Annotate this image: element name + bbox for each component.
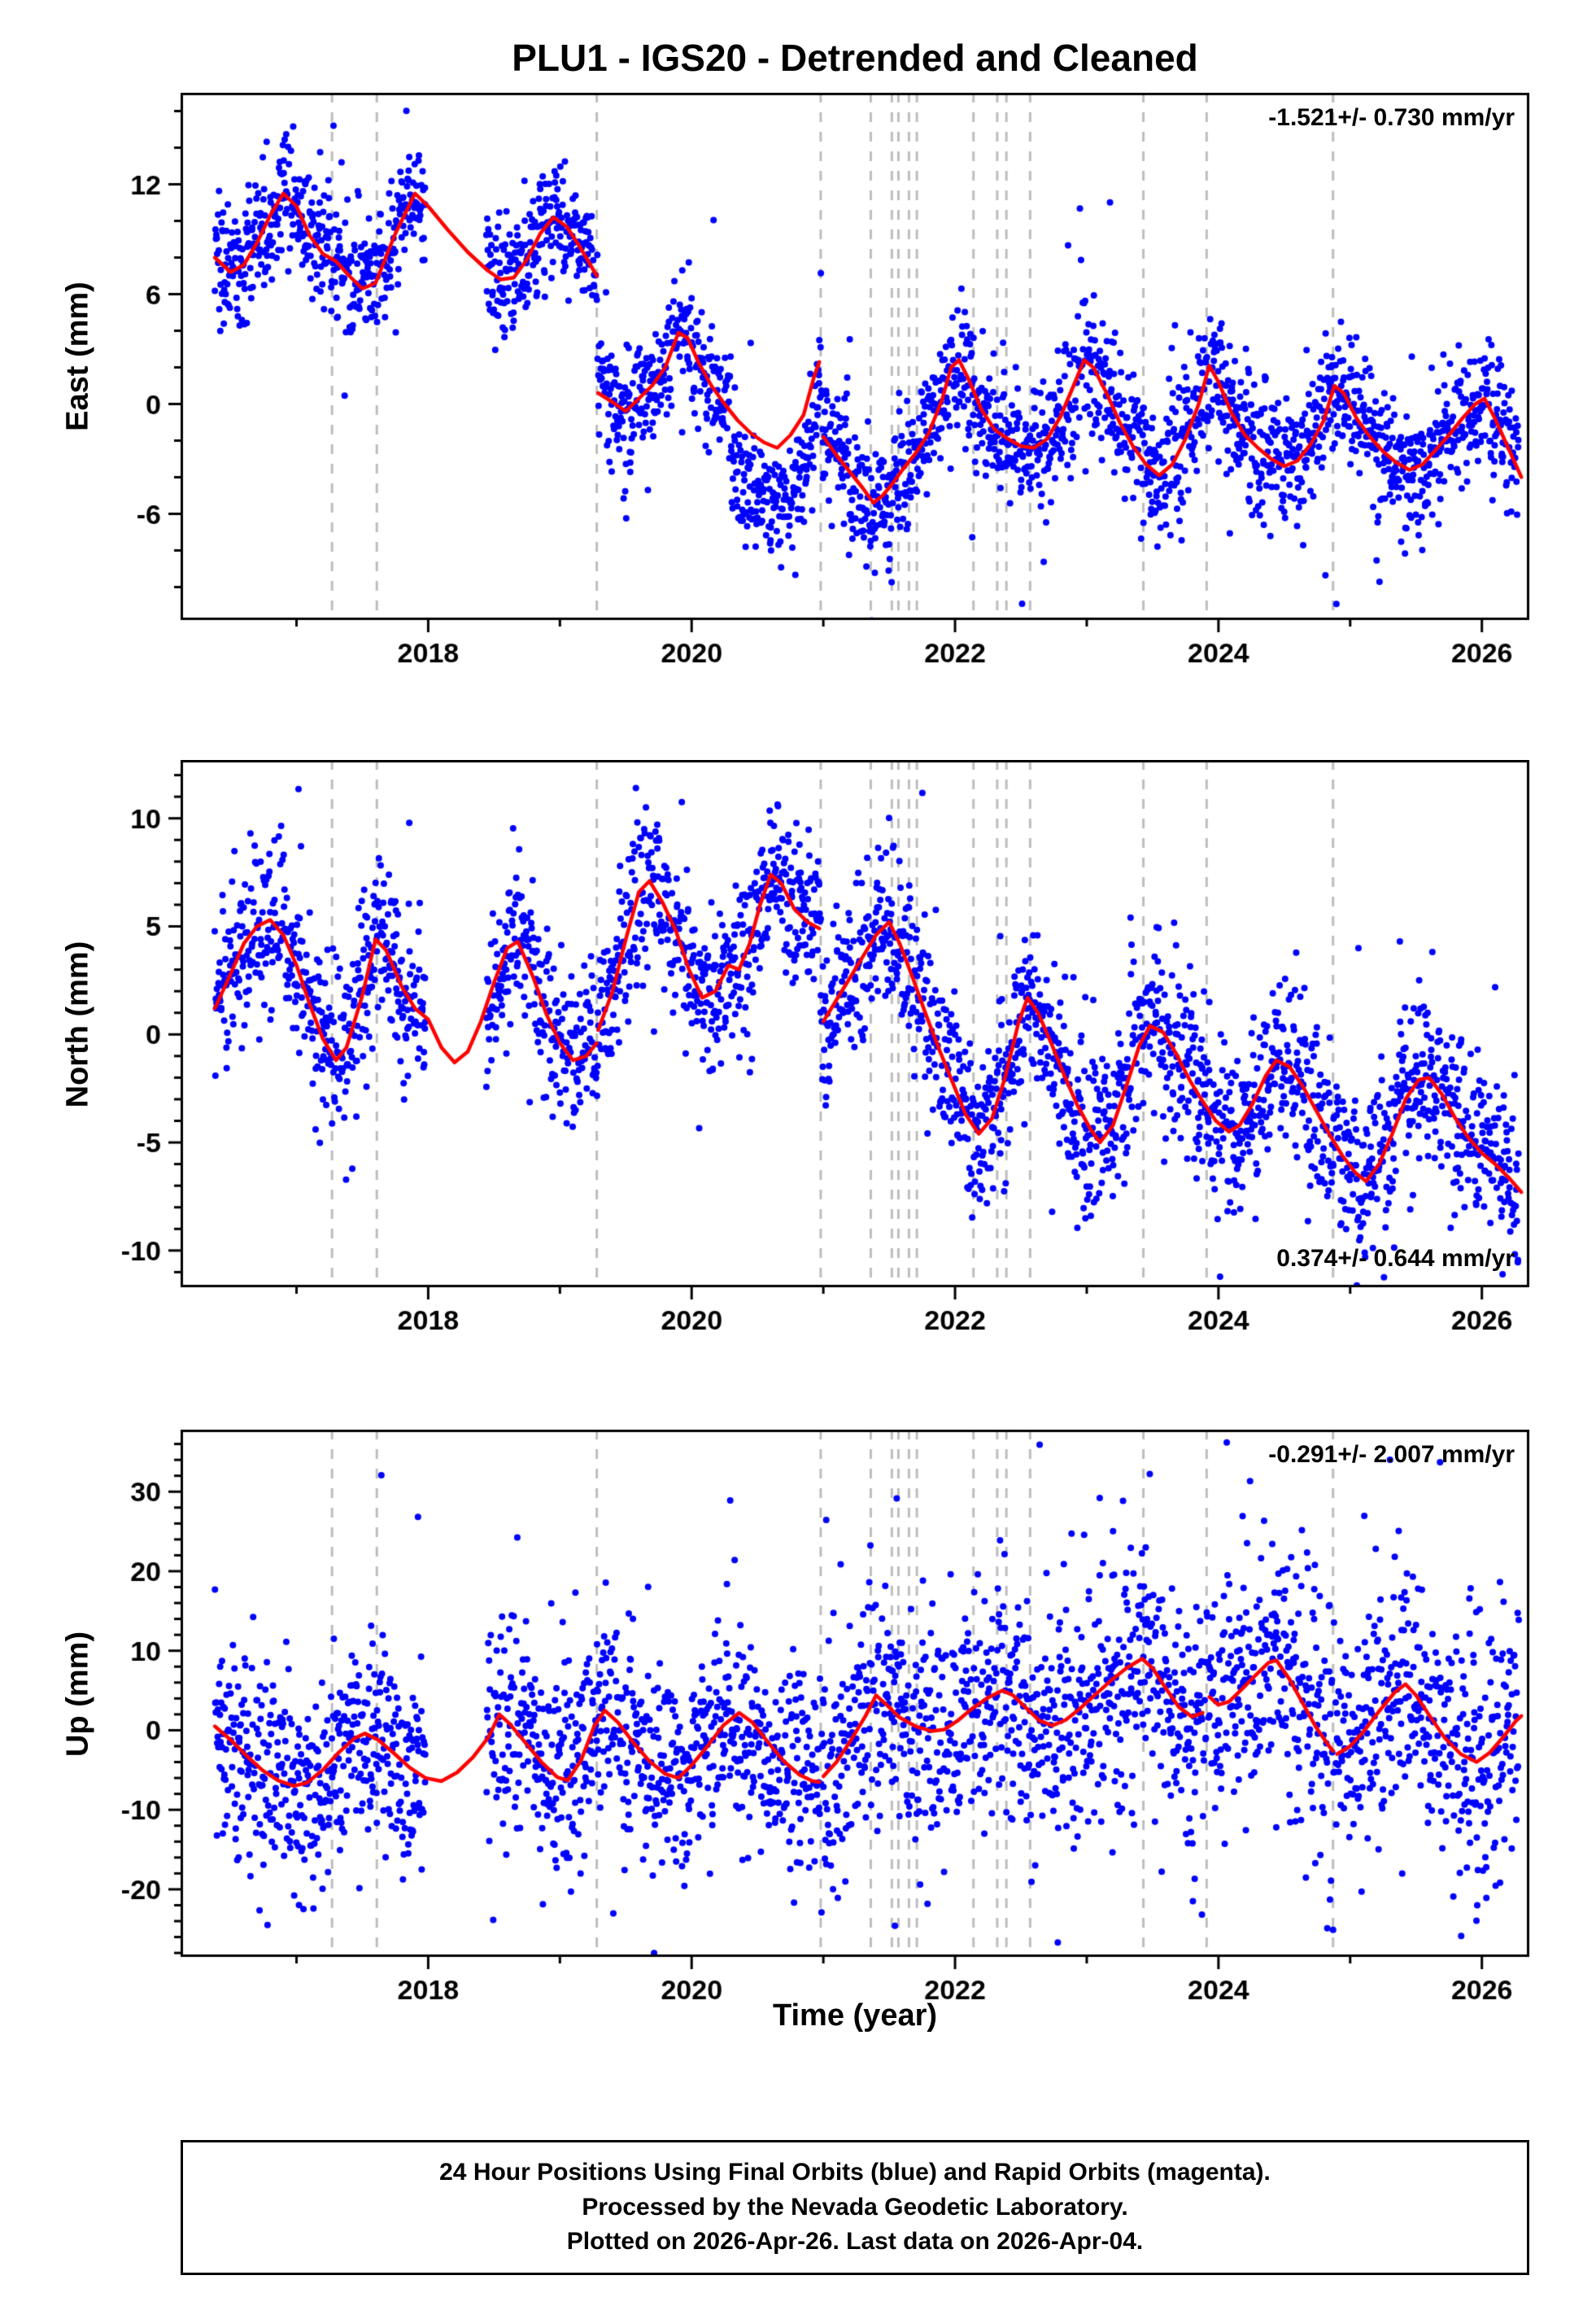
footer-line-1: 24 Hour Positions Using Final Orbits (bl… bbox=[439, 2159, 1271, 2186]
east-panel-canvas bbox=[0, 93, 1596, 672]
up-panel-canvas bbox=[0, 1430, 1596, 2009]
east-axis-label: East (mm) bbox=[60, 282, 95, 431]
page-title: PLU1 - IGS20 - Detrended and Cleaned bbox=[512, 37, 1198, 79]
x-axis-label: Time (year) bbox=[772, 1998, 938, 2033]
footer-line-2: Processed by the Nevada Geodetic Laborat… bbox=[582, 2193, 1128, 2221]
footer-line-3: Plotted on 2026-Apr-26. Last data on 202… bbox=[566, 2228, 1144, 2256]
north-axis-label: North (mm) bbox=[60, 941, 95, 1108]
north-rate-annotation: 0.374+/- 0.644 mm/yr bbox=[1276, 1245, 1515, 1272]
up-axis-label: Up (mm) bbox=[60, 1631, 95, 1758]
up-rate-annotation: -0.291+/- 2.007 mm/yr bbox=[1268, 1441, 1515, 1468]
footer-caption-box: 24 Hour Positions Using Final Orbits (bl… bbox=[181, 2140, 1529, 2275]
north-panel-canvas bbox=[0, 760, 1596, 1339]
east-rate-annotation: -1.521+/- 0.730 mm/yr bbox=[1268, 104, 1515, 131]
